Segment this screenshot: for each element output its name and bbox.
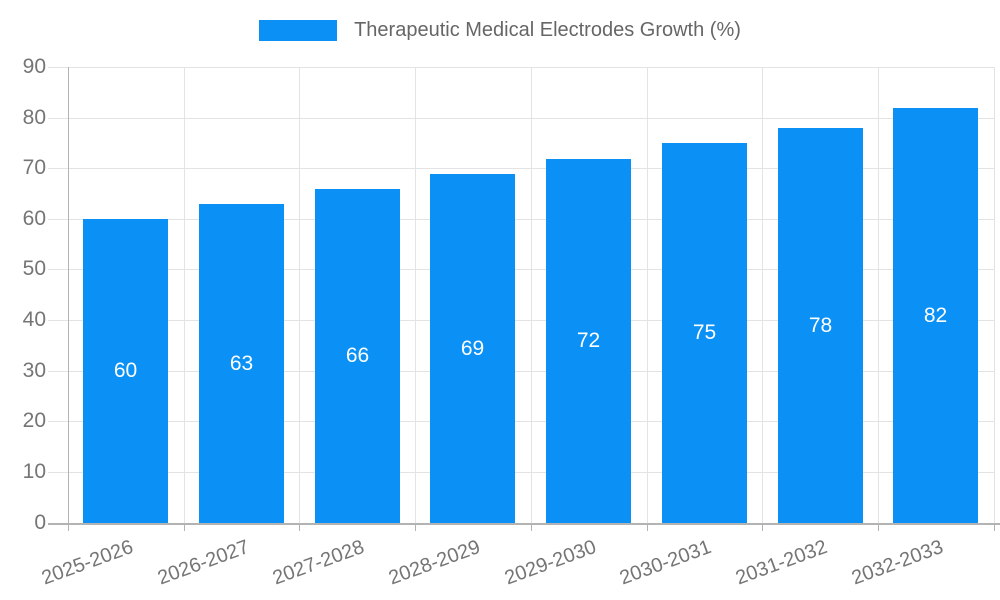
- gridline-h-50: [48, 269, 994, 270]
- y-axis-line: [68, 67, 69, 531]
- bar-2025-2026[interactable]: [83, 219, 168, 523]
- x-tick-label-2025-2026: 2025-2026: [39, 536, 137, 590]
- x-tick-mark-8: [994, 522, 995, 531]
- bar-2031-2032[interactable]: [778, 128, 863, 523]
- y-tick-label-10: 10: [22, 460, 46, 483]
- bar-2028-2029[interactable]: [430, 174, 515, 523]
- gridline-h-20: [48, 421, 994, 422]
- gridline-v-5: [647, 67, 648, 523]
- chart-legend[interactable]: Therapeutic Medical Electrodes Growth (%…: [0, 19, 1000, 42]
- bar-value-label-2030-2031: 75: [692, 321, 717, 344]
- bar-value-label-2028-2029: 69: [460, 337, 485, 360]
- bar-2032-2033[interactable]: [893, 108, 978, 523]
- x-tick-label-2027-2028: 2027-2028: [270, 536, 368, 590]
- gridline-h-30: [48, 371, 994, 372]
- x-tick-label-2028-2029: 2028-2029: [386, 536, 484, 590]
- bar-2029-2030[interactable]: [546, 159, 631, 523]
- gridline-h-90: [48, 67, 994, 68]
- x-tick-mark-7: [878, 522, 879, 531]
- x-axis-line: [48, 523, 1000, 525]
- legend-swatch-icon: [259, 20, 338, 41]
- gridline-h-10: [48, 472, 994, 473]
- gridline-v-3: [415, 67, 416, 523]
- gridline-h-80: [48, 118, 994, 119]
- x-tick-label-2030-2031: 2030-2031: [617, 536, 715, 590]
- x-tick-label-2026-2027: 2026-2027: [155, 536, 253, 590]
- gridline-h-40: [48, 320, 994, 321]
- x-tick-label-2031-2032: 2031-2032: [733, 536, 831, 590]
- bar-2027-2028[interactable]: [315, 189, 400, 523]
- gridline-h-60: [48, 219, 994, 220]
- bar-value-label-2029-2030: 72: [576, 329, 601, 352]
- gridline-v-6: [762, 67, 763, 523]
- y-tick-label-40: 40: [22, 308, 46, 331]
- x-tick-mark-2: [299, 522, 300, 531]
- gridline-v-4: [531, 67, 532, 523]
- y-tick-label-50: 50: [22, 257, 46, 280]
- y-tick-label-30: 30: [22, 359, 46, 382]
- y-tick-label-80: 80: [22, 106, 46, 129]
- y-tick-label-60: 60: [22, 207, 46, 230]
- gridline-v-1: [184, 67, 185, 523]
- bar-value-label-2026-2027: 63: [229, 352, 254, 375]
- bar-2026-2027[interactable]: [199, 204, 284, 523]
- gridline-h-70: [48, 168, 994, 169]
- x-tick-mark-4: [531, 522, 532, 531]
- bar-2030-2031[interactable]: [662, 143, 747, 523]
- y-tick-label-0: 0: [34, 511, 46, 534]
- bar-value-label-2032-2033: 82: [923, 304, 948, 327]
- y-tick-label-20: 20: [22, 409, 46, 432]
- bar-value-label-2027-2028: 66: [345, 344, 370, 367]
- gridline-v-8: [994, 67, 995, 523]
- x-tick-mark-1: [184, 522, 185, 531]
- gridline-v-2: [299, 67, 300, 523]
- x-tick-mark-5: [647, 522, 648, 531]
- x-tick-mark-6: [762, 522, 763, 531]
- bar-value-label-2031-2032: 78: [808, 314, 833, 337]
- x-tick-label-2029-2030: 2029-2030: [502, 536, 600, 590]
- gridline-v-7: [878, 67, 879, 523]
- x-tick-label-2032-2033: 2032-2033: [849, 536, 947, 590]
- y-tick-label-70: 70: [22, 156, 46, 179]
- legend-label: Therapeutic Medical Electrodes Growth (%…: [354, 19, 741, 41]
- bar-value-label-2025-2026: 60: [113, 359, 138, 382]
- y-tick-label-90: 90: [22, 55, 46, 78]
- x-tick-mark-3: [415, 522, 416, 531]
